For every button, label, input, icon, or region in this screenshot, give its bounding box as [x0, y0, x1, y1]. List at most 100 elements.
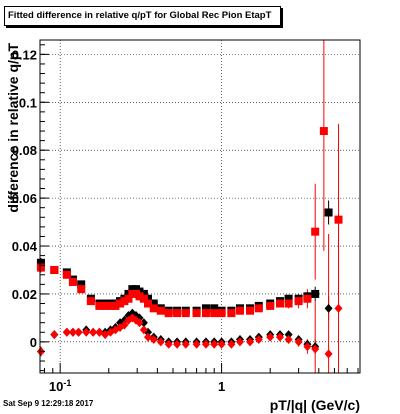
- y-tick-label: 0.12: [12, 47, 37, 62]
- red-diamond-point: [181, 339, 190, 349]
- black-square-point: [77, 280, 86, 289]
- y-tick-label: 0.08: [12, 143, 37, 158]
- grid-lines: [40, 40, 360, 373]
- red-diamond-point: [156, 337, 165, 347]
- red-square-point: [86, 297, 95, 306]
- red-diamond-point: [201, 339, 210, 349]
- red-diamond-point: [254, 334, 263, 344]
- red-diamond-point: [217, 339, 226, 349]
- red-square-point: [311, 227, 320, 236]
- data-markers: [36, 127, 343, 359]
- red-square-point: [139, 294, 148, 303]
- red-square-point: [135, 292, 144, 301]
- red-diamond-point: [82, 327, 91, 337]
- black-diamond-point: [139, 318, 148, 328]
- red-square-point: [192, 309, 201, 318]
- red-diamond-point: [311, 344, 320, 354]
- red-diamond-point: [192, 339, 201, 349]
- red-square-point: [266, 301, 275, 310]
- black-diamond-point: [120, 315, 129, 325]
- red-square-point: [173, 309, 182, 318]
- red-square-point: [334, 215, 343, 224]
- y-tick-label: 0: [30, 335, 37, 350]
- red-square-point: [68, 277, 77, 286]
- red-square-point: [111, 301, 120, 310]
- black-diamond-point: [324, 303, 333, 313]
- black-square-point: [201, 304, 210, 313]
- red-square-point: [294, 297, 303, 306]
- red-square-point: [246, 306, 255, 315]
- red-square-point: [116, 299, 125, 308]
- plot-frame: [39, 39, 361, 374]
- red-square-point: [95, 301, 104, 310]
- x-axis-label: pT/|q| (GeV/c): [270, 397, 360, 413]
- red-square-point: [124, 294, 133, 303]
- red-diamond-point: [303, 342, 312, 352]
- black-square-point: [139, 289, 148, 298]
- chart-title: Fitted difference in relative q/pT for G…: [4, 6, 281, 26]
- red-diamond-point: [227, 339, 236, 349]
- red-diamond-point: [135, 318, 144, 328]
- red-diamond-point: [149, 334, 158, 344]
- y-tick-label: 0.02: [12, 287, 37, 302]
- y-tick-label: 0.06: [12, 191, 37, 206]
- red-diamond-point: [74, 327, 83, 337]
- red-diamond-point: [164, 339, 173, 349]
- timestamp: Sat Sep 9 12:29:18 2017: [3, 399, 94, 408]
- x-tick-label: 1: [218, 379, 225, 394]
- black-square-point: [36, 258, 45, 267]
- red-square-point: [106, 301, 115, 310]
- red-square-point: [50, 265, 59, 274]
- red-square-point: [62, 270, 71, 279]
- red-square-point: [303, 294, 312, 303]
- black-square-point: [324, 208, 333, 217]
- red-square-point: [120, 297, 129, 306]
- red-diamond-point: [210, 339, 219, 349]
- red-diamond-point: [50, 330, 59, 340]
- red-diamond-point: [68, 327, 77, 337]
- x-tick-label: 10-1: [49, 378, 71, 394]
- red-diamond-point: [266, 332, 275, 342]
- red-square-point: [227, 309, 236, 318]
- red-square-point: [77, 285, 86, 294]
- y-axis-label: difference in relative q/pT: [5, 43, 21, 213]
- red-square-point: [156, 306, 165, 315]
- red-square-point: [149, 304, 158, 313]
- red-diamond-point: [120, 320, 129, 330]
- red-square-point: [235, 306, 244, 315]
- red-square-point: [36, 263, 45, 272]
- red-diamond-point: [89, 327, 98, 337]
- red-diamond-point: [246, 337, 255, 347]
- red-diamond-point: [294, 337, 303, 347]
- red-square-point: [254, 304, 263, 313]
- red-diamond-point: [139, 325, 148, 335]
- red-square-point: [101, 301, 110, 310]
- red-diamond-point: [275, 332, 284, 342]
- red-square-point: [217, 309, 226, 318]
- red-diamond-point: [334, 303, 343, 313]
- red-square-point: [143, 299, 152, 308]
- red-diamond-point: [173, 339, 182, 349]
- red-diamond-point: [62, 327, 71, 337]
- y-tick-label: 0.04: [12, 239, 38, 254]
- red-square-point: [181, 309, 190, 318]
- red-diamond-point: [284, 334, 293, 344]
- black-diamond-point: [284, 330, 293, 340]
- red-diamond-point: [324, 349, 333, 359]
- red-square-point: [201, 309, 210, 318]
- black-square-point: [311, 289, 320, 298]
- red-square-point: [210, 309, 219, 318]
- red-diamond-point: [235, 337, 244, 347]
- y-tick-label: 0.1: [19, 95, 37, 110]
- black-square-point: [149, 299, 158, 308]
- red-square-point: [284, 299, 293, 308]
- error-bars: [40, 40, 340, 373]
- black-square-point: [143, 294, 152, 303]
- x-tick-exponent: -1: [63, 378, 71, 388]
- red-square-point: [275, 299, 284, 308]
- red-square-point: [164, 309, 173, 318]
- red-square-point: [319, 127, 328, 136]
- black-square-point: [210, 304, 219, 313]
- black-square-point: [284, 294, 293, 303]
